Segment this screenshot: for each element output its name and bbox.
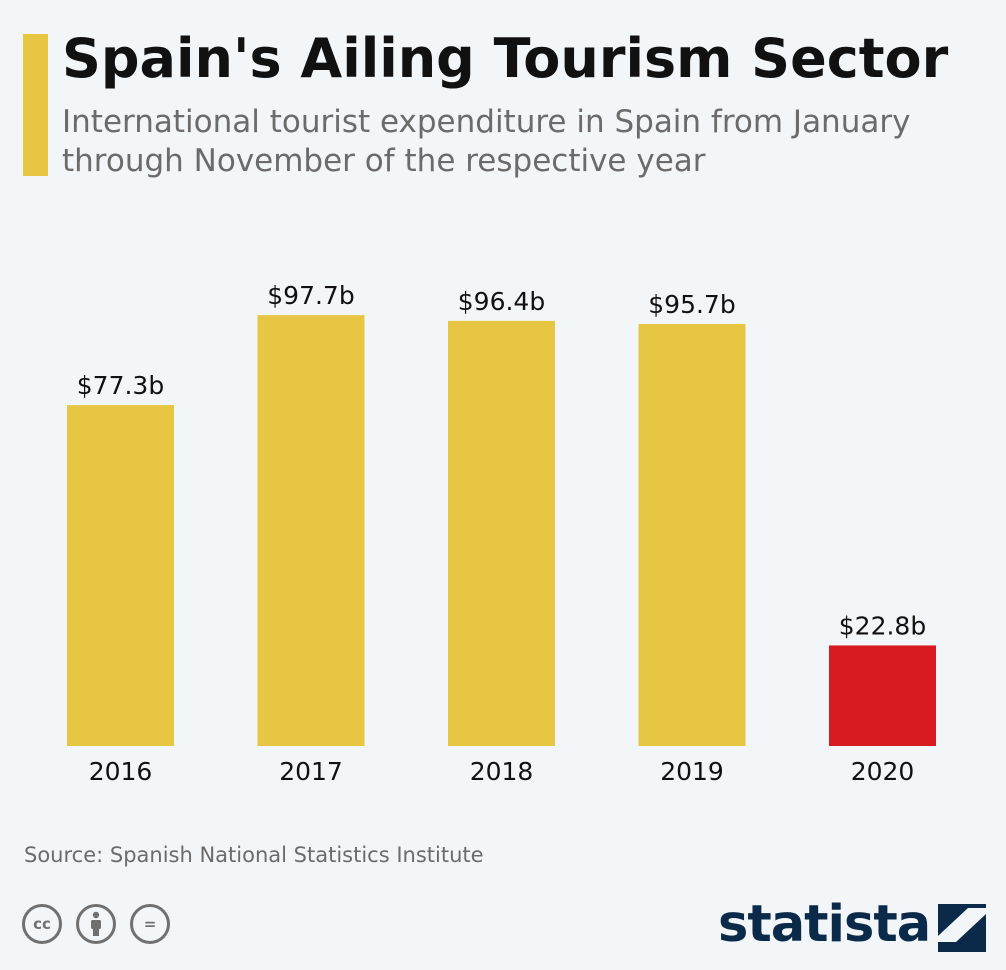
license-icons: cc = (22, 904, 170, 944)
no-derivatives-icon: = (130, 904, 170, 944)
title-accent-bar (23, 34, 48, 176)
brand-name: statista (718, 895, 931, 954)
bar-2018 (448, 320, 555, 746)
data-label-2020: $22.8b (839, 611, 926, 640)
bar-2020 (829, 645, 936, 746)
data-label-2019: $95.7b (648, 290, 735, 319)
chart-title: Spain's Ailing Tourism Sector (62, 27, 949, 90)
statista-logo: statista (718, 890, 987, 960)
data-label-2018: $96.4b (458, 287, 545, 316)
data-label-2016: $77.3b (77, 371, 164, 400)
source-note: Source: Spanish National Statistics Inst… (24, 843, 484, 867)
data-label-2017: $97.7b (267, 281, 354, 310)
x-tick-label-2019: 2019 (660, 757, 724, 786)
x-tick-label-2018: 2018 (470, 757, 534, 786)
x-tick-label-2016: 2016 (89, 757, 153, 786)
chart-subtitle: International tourist expenditure in Spa… (62, 104, 911, 179)
x-tick-label-2017: 2017 (279, 757, 343, 786)
attribution-icon (76, 904, 116, 944)
bar-2017 (257, 315, 365, 746)
bar-2016 (67, 405, 174, 746)
bar-2019 (638, 323, 746, 746)
cc-icon: cc (22, 904, 62, 944)
bar-chart: $77.3b 2016 $97.7b 2017 $96.4b 2018 $95.7b 2019… (67, 281, 936, 786)
x-tick-label-2020: 2020 (851, 757, 915, 786)
statista-mark-icon (938, 904, 987, 952)
